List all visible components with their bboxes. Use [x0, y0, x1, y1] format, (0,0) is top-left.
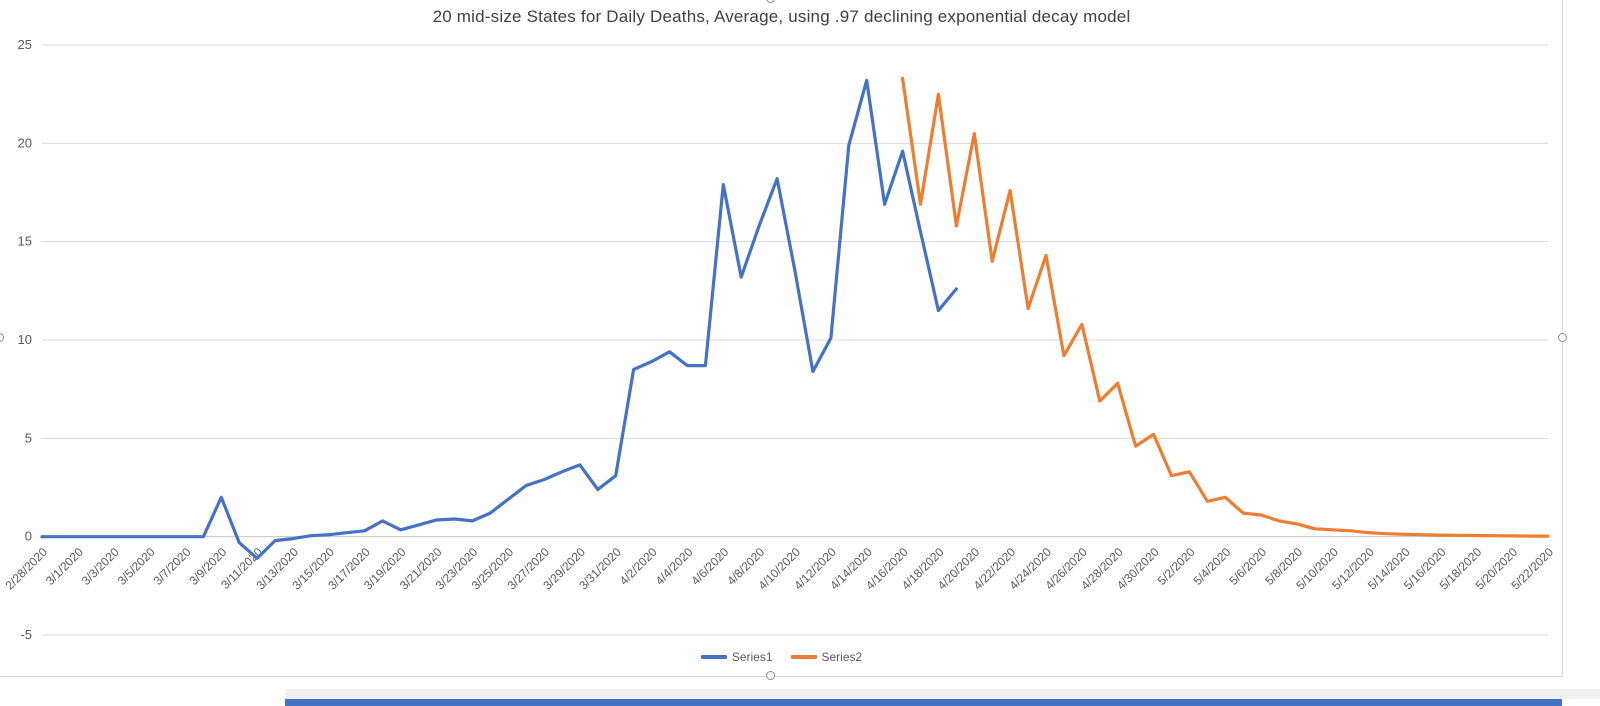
selection-handle-bottom[interactable]: [766, 671, 775, 680]
series1-line[interactable]: [40, 78, 958, 560]
series2-line[interactable]: [901, 76, 1550, 538]
y-tick-label: -5: [20, 627, 32, 642]
chart-title: 20 mid-size States for Daily Deaths, Ave…: [432, 7, 1131, 26]
y-tick-label: 15: [18, 234, 32, 249]
y-tick-label: 20: [18, 135, 32, 150]
y-tick-label: 10: [18, 332, 32, 347]
x-tick-label: 4/6/2020: [688, 545, 731, 588]
selection-handle-right[interactable]: [1558, 333, 1567, 342]
y-tick-label: 0: [25, 529, 32, 544]
x-tick-label: 3/1/2020: [43, 545, 86, 588]
y-tick-label: 25: [18, 37, 32, 52]
x-tick-label: 3/3/2020: [79, 545, 122, 588]
x-tick-label: 4/4/2020: [653, 545, 696, 588]
chart-border-bottom: [0, 676, 1563, 677]
legend-item-series2[interactable]: Series2: [790, 650, 863, 664]
x-tick-label: 3/5/2020: [115, 545, 158, 588]
x-tick-label: 2/28/2020: [2, 545, 50, 593]
chart-legend[interactable]: Series1 Series2: [0, 650, 1563, 664]
scrollbar-track[interactable]: [285, 689, 1600, 699]
legend-swatch: [790, 655, 817, 659]
x-tick-label: 5/2/2020: [1155, 545, 1198, 588]
y-tick-label: 5: [25, 430, 32, 445]
x-tick-label: 5/6/2020: [1226, 545, 1269, 588]
x-tick-label: 5/4/2020: [1190, 545, 1233, 588]
line-chart-plot: 25 20 15 10 5 0 -5 2/28/20203/1/20203/3/20203/5…: [2, 37, 1556, 642]
legend-label: Series2: [821, 650, 863, 664]
legend-item-series1[interactable]: Series1: [700, 650, 773, 664]
x-tick-label: 3/7/2020: [151, 545, 194, 588]
worksheet-bottom-strip: [0, 677, 1600, 706]
legend-label: Series1: [731, 650, 773, 664]
x-tick-label: 4/2/2020: [617, 545, 660, 588]
legend-swatch: [700, 655, 727, 659]
window-bottom-bar: [285, 699, 1562, 706]
